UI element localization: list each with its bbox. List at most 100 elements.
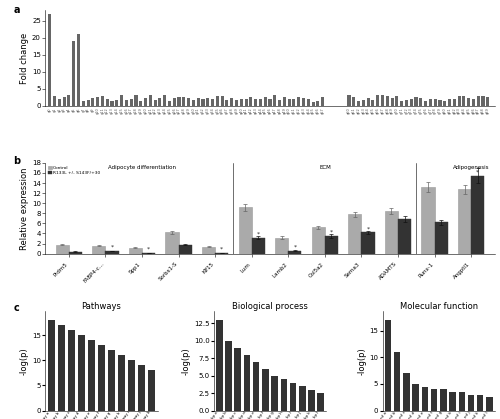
Text: g1: g1	[52, 107, 56, 112]
Text: g3: g3	[62, 107, 66, 112]
Bar	[254, 99, 257, 106]
Bar	[53, 96, 56, 106]
Bar	[187, 98, 190, 106]
Bar	[434, 99, 436, 106]
Bar	[272, 376, 278, 411]
Bar	[468, 395, 474, 411]
Y-axis label: -log(p): -log(p)	[182, 347, 191, 375]
Text: g84: g84	[462, 107, 466, 114]
Bar	[471, 176, 484, 253]
Bar	[264, 97, 267, 106]
Bar	[362, 100, 365, 106]
Text: g5: g5	[72, 107, 76, 112]
Text: g9: g9	[91, 107, 95, 112]
Text: g68: g68	[386, 107, 390, 114]
Bar	[82, 101, 85, 106]
Bar	[410, 98, 413, 106]
Bar	[299, 386, 306, 411]
Bar	[290, 383, 296, 411]
Bar	[202, 99, 204, 106]
Bar	[62, 97, 66, 106]
Bar	[144, 98, 147, 106]
Bar	[321, 97, 324, 106]
Text: g40: g40	[240, 107, 244, 114]
Bar	[366, 98, 370, 106]
Text: g80: g80	[442, 107, 446, 114]
Bar	[48, 14, 51, 106]
Y-axis label: Relative expression: Relative expression	[20, 167, 29, 250]
Text: g32: g32	[201, 107, 205, 114]
Text: g46: g46	[268, 107, 272, 114]
Bar	[244, 355, 250, 411]
Bar	[405, 100, 408, 106]
Bar	[128, 360, 135, 411]
Bar	[58, 99, 61, 106]
Bar	[139, 101, 142, 106]
Text: g28: g28	[182, 107, 186, 114]
Bar	[429, 99, 432, 106]
Bar	[96, 97, 99, 106]
Text: g50: g50	[287, 107, 291, 114]
Bar	[472, 98, 475, 106]
Text: g25: g25	[168, 107, 172, 114]
Text: b: b	[14, 155, 20, 166]
Text: g19: g19	[138, 107, 142, 114]
Bar	[178, 96, 180, 106]
Bar	[48, 320, 54, 411]
Bar	[196, 98, 200, 106]
Bar	[68, 330, 74, 411]
Bar	[396, 96, 398, 106]
Bar	[192, 100, 195, 106]
Title: Molecular function: Molecular function	[400, 302, 478, 311]
Bar	[440, 389, 446, 411]
Text: g86: g86	[472, 107, 476, 114]
Bar	[202, 247, 215, 253]
Text: g30: g30	[192, 107, 196, 114]
Text: g48: g48	[278, 107, 281, 114]
Text: g88: g88	[481, 107, 485, 114]
Bar	[412, 384, 419, 411]
Bar	[88, 340, 94, 411]
Bar	[372, 100, 374, 106]
Bar	[458, 392, 465, 411]
Bar	[130, 98, 132, 106]
Text: g77: g77	[428, 107, 432, 114]
Text: Adipocyte differentiation: Adipocyte differentiation	[108, 166, 176, 171]
Bar	[72, 41, 76, 106]
Bar	[125, 100, 128, 106]
Bar	[400, 101, 403, 106]
Bar	[352, 97, 356, 106]
Text: g10: g10	[96, 107, 100, 114]
Text: g7: g7	[82, 107, 86, 112]
Bar	[385, 211, 398, 253]
Bar	[68, 95, 70, 106]
Bar	[226, 341, 232, 411]
Bar	[477, 395, 484, 411]
Bar	[288, 251, 302, 253]
Text: g65: g65	[371, 107, 375, 114]
Bar	[56, 245, 69, 253]
Bar	[110, 101, 114, 106]
Bar	[168, 101, 171, 106]
Bar	[292, 99, 296, 106]
Bar	[92, 246, 106, 253]
Bar	[306, 99, 310, 106]
Text: g47: g47	[273, 107, 277, 114]
Text: g81: g81	[448, 107, 452, 114]
Bar	[348, 215, 362, 253]
Text: g24: g24	[162, 107, 166, 114]
Bar	[325, 236, 338, 253]
Bar	[78, 335, 84, 411]
Bar	[216, 96, 219, 106]
Bar	[431, 389, 438, 411]
Bar	[422, 187, 434, 253]
Bar	[318, 393, 324, 411]
Bar	[77, 34, 80, 106]
Text: g79: g79	[438, 107, 442, 114]
Text: g52: g52	[296, 107, 300, 114]
Text: g69: g69	[390, 107, 394, 114]
Text: g8: g8	[86, 107, 90, 112]
Bar	[252, 238, 265, 253]
Bar	[118, 355, 125, 411]
Text: g37: g37	[225, 107, 229, 114]
